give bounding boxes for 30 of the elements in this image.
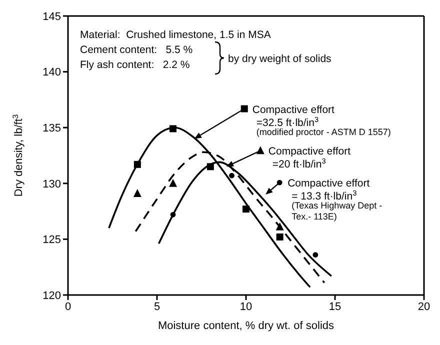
point [133, 188, 142, 197]
y-tick-label: 145 [42, 10, 61, 23]
point [169, 178, 178, 187]
y-tick-label: 135 [42, 122, 61, 135]
point [276, 222, 284, 230]
annotation: Cement content: 5.5 % [80, 44, 193, 56]
annotation: Material: Crushed limestone, 1.5 in MSA [80, 29, 271, 41]
x-axis-title: Moisture content, % dry wt. of solids [158, 320, 335, 332]
point [170, 125, 177, 132]
point [276, 233, 284, 240]
x-tick-label: 15 [328, 300, 342, 313]
point [312, 252, 318, 258]
annotation: Compactive effort =20 ft·lb/in$^{3}$ [268, 146, 351, 171]
y-tick-label: 125 [42, 234, 61, 246]
y-tick-label: 130 [42, 178, 61, 190]
x-tick-label: 20 [418, 300, 430, 313]
annotation: Fly ash content: 2.2 % [80, 59, 190, 71]
y-tick-label: 120 [42, 290, 61, 302]
y-tick-label: 140 [42, 66, 61, 79]
point [206, 163, 214, 170]
point [229, 172, 234, 178]
point [170, 212, 176, 218]
annotation: Compactive effort = 13.3 ft·lb/in$^{3}$ (Texas Highway Dept - Tex.- 113E) [288, 178, 382, 222]
point [134, 160, 141, 168]
x-tick-label: 5 [154, 300, 160, 313]
point [242, 206, 250, 213]
annotation: Compactive effort =32.5 ft·lb/in$^{3}$ (modified proctor - ASTM D 1557) [252, 104, 391, 137]
x-tick-label: 0 [64, 300, 72, 313]
x-tick-label: 10 [240, 300, 252, 313]
annotation: by dry weight of solids [228, 53, 332, 65]
